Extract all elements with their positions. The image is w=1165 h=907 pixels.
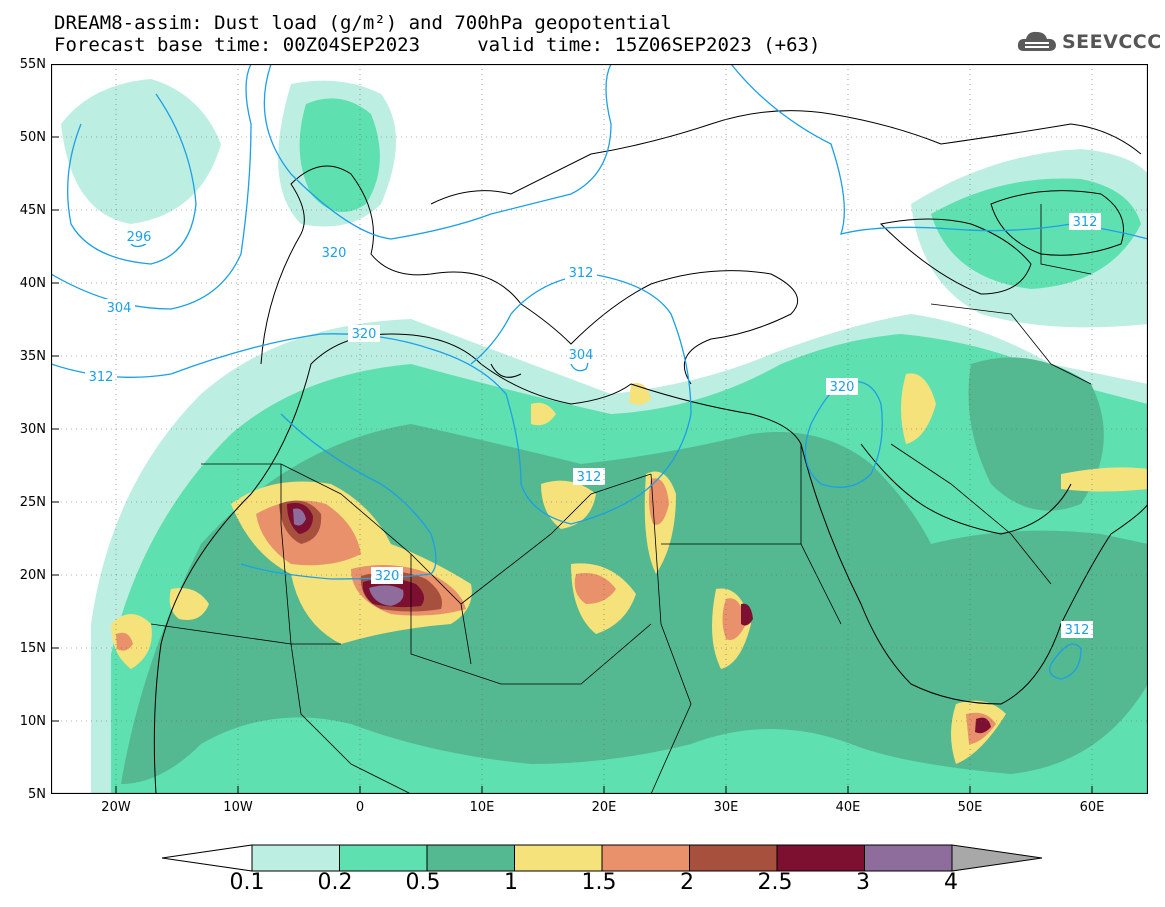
cloud-icon — [1017, 31, 1056, 51]
logo-text: SEEVCCC — [1062, 31, 1162, 53]
colorbar-label: 1 — [504, 870, 518, 895]
dust-load-map: 296 304 312 320 320 312 304 312 320 320 … — [51, 64, 1148, 794]
graticule — [51, 64, 1148, 794]
contour-label: 304 — [107, 301, 132, 316]
lon-label: 20E — [591, 800, 617, 815]
colorbar-label: 2.5 — [757, 870, 793, 895]
lat-label: 55N — [19, 57, 46, 72]
contour-label: 320 — [375, 569, 400, 584]
lat-label: 35N — [19, 349, 46, 364]
colorbar-cell — [251, 844, 340, 872]
lat-label: 15N — [19, 641, 46, 656]
map-subtitle: Forecast base time: 00Z04SEP2023 valid t… — [54, 34, 821, 56]
colorbar-label: 3 — [856, 870, 870, 895]
contour-label: 312 — [1073, 215, 1098, 230]
lat-label: 5N — [28, 787, 46, 802]
contour-label: 312 — [569, 266, 594, 281]
lon-label: 40E — [835, 800, 861, 815]
contour-label: 312 — [577, 470, 602, 485]
seevccc-logo: SEEVCCC — [1016, 27, 1162, 57]
lat-label: 25N — [19, 495, 46, 510]
colorbar-label: 0.1 — [229, 870, 265, 895]
contour-label: 296 — [127, 230, 152, 245]
colorbar-cell — [689, 844, 778, 872]
colorbar — [161, 844, 1043, 872]
contour-label: 320 — [322, 246, 347, 261]
colorbar-cell — [426, 844, 515, 872]
lat-label: 10N — [19, 714, 46, 729]
contour-label: 304 — [569, 348, 594, 363]
colorbar-cell — [339, 844, 428, 872]
colorbar-high-extend — [951, 844, 1043, 872]
lat-label: 40N — [19, 276, 46, 291]
lon-label: 20W — [101, 800, 131, 815]
lon-label: 0 — [355, 800, 365, 815]
lon-label: 50E — [957, 800, 983, 815]
axis-ticks — [51, 136, 1093, 794]
contour-label: 312 — [1065, 623, 1090, 638]
lat-label: 45N — [19, 203, 46, 218]
lat-label: 30N — [19, 422, 46, 437]
lon-label: 10W — [223, 800, 253, 815]
lon-label: 10E — [469, 800, 495, 815]
dust-shading-layer — [61, 79, 1148, 794]
colorbar-low-extend — [161, 844, 253, 872]
colorbar-label: 0.5 — [405, 870, 441, 895]
border-layer — [150, 204, 1092, 794]
map-title: DREAM8-assim: Dust load (g/m²) and 700hP… — [54, 12, 672, 34]
lon-label: 60E — [1079, 800, 1105, 815]
lat-label: 50N — [19, 130, 46, 145]
colorbar-cell — [776, 844, 865, 872]
lat-label: 20N — [19, 568, 46, 583]
colorbar-cell — [514, 844, 603, 872]
colorbar-label: 0.2 — [317, 870, 353, 895]
contour-label: 312 — [89, 370, 114, 385]
colorbar-cell — [601, 844, 690, 872]
contour-label: 320 — [352, 327, 377, 342]
lon-label: 30E — [713, 800, 739, 815]
colorbar-label: 2 — [680, 870, 694, 895]
contour-label: 320 — [830, 380, 855, 395]
colorbar-cell — [864, 844, 953, 872]
colorbar-label: 4 — [944, 870, 958, 895]
colorbar-label: 1.5 — [581, 870, 617, 895]
contour-labels: 296 304 312 320 320 312 304 312 320 320 … — [85, 213, 1101, 638]
colorbar-cells — [251, 844, 953, 872]
